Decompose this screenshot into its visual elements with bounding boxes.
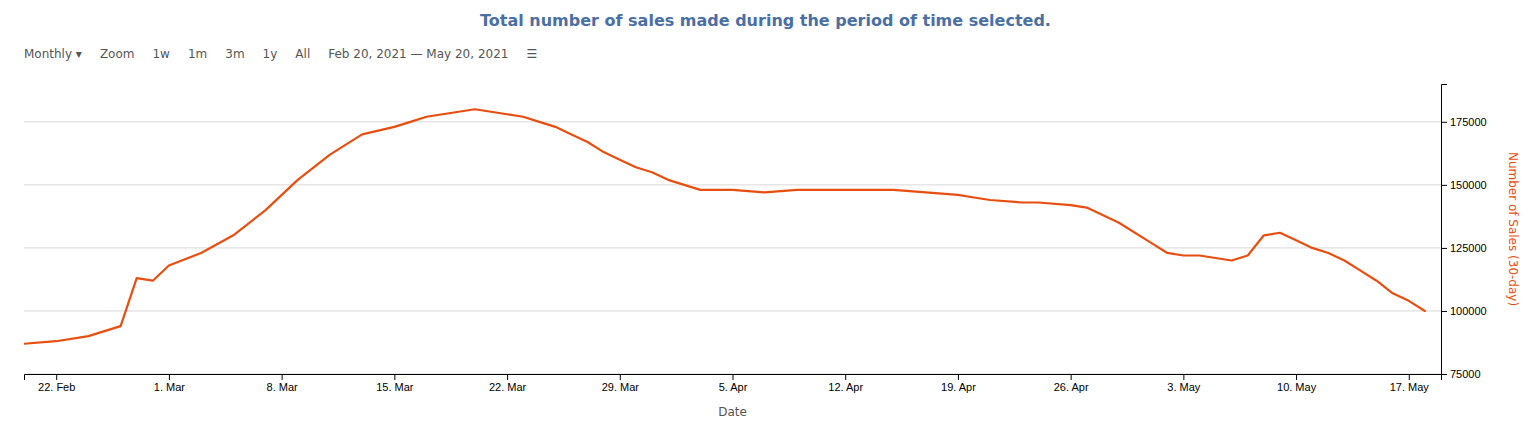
x-tick-label: 17. May [1390, 381, 1430, 393]
y-tick: 150000 [1441, 179, 1487, 191]
annotation: 1w [152, 47, 170, 61]
x-tick-mark [733, 374, 734, 380]
x-tick-label: 15. Mar [376, 381, 414, 393]
x-tick-label: 22. Feb [38, 381, 75, 393]
annotation: 1m [188, 47, 207, 61]
y-axis: 75000 100000 125000 150000 175000 [1441, 85, 1487, 381]
x-tick-mark [169, 374, 170, 380]
x-tick: 3. May [1167, 374, 1201, 393]
x-tick-label: 12. Apr [828, 381, 863, 393]
y-tick-mark [1441, 122, 1447, 123]
x-axis-line [25, 375, 1442, 381]
x-tick-mark [282, 374, 283, 380]
y-tick-mark [1441, 185, 1447, 186]
x-tick: 26. Apr [1054, 374, 1089, 393]
x-tick: 29. Mar [602, 374, 640, 393]
grid-line [24, 310, 1441, 311]
y-tick-label: 150000 [1450, 179, 1487, 191]
title: Total number of sales made during the pe… [480, 11, 1051, 30]
annotation: All [295, 47, 310, 61]
plot-area [24, 109, 1425, 344]
annotation: ☰ [526, 47, 537, 61]
x-tick-label: 10. May [1277, 381, 1317, 393]
y-tick: 100000 [1441, 305, 1487, 317]
x-tick: 22. Mar [489, 374, 527, 393]
annotation: 1y [263, 47, 278, 61]
grid-line [24, 121, 1441, 122]
toolbar: Monthly ▾ Zoom 1w 1m 3m 1y All Feb 20, 2021 — M… [24, 47, 537, 61]
x-tick-mark [394, 374, 395, 380]
x-tick-mark [56, 374, 57, 380]
x-tick: 8. Mar [267, 374, 299, 393]
x-tick-label: 8. Mar [267, 381, 299, 393]
y-tick-mark [1441, 374, 1447, 375]
x-tick-mark [1296, 374, 1297, 380]
x-tick: 5. Apr [719, 374, 748, 393]
x-tick-label: 1. Mar [154, 381, 186, 393]
y-tick-mark [1441, 311, 1447, 312]
y-tick: 125000 [1441, 242, 1487, 254]
y-tick: 175000 [1441, 116, 1487, 128]
line [24, 109, 1425, 344]
y-tick-label: 100000 [1450, 305, 1487, 317]
x-tick-mark [1071, 374, 1072, 380]
y-axis-title: Number of Sales (30-day) [1506, 152, 1520, 306]
grid-line [24, 184, 1441, 185]
x-tick-label: 5. Apr [719, 381, 748, 393]
y-tick-label: 75000 [1450, 368, 1481, 380]
annotation: Zoom [100, 47, 135, 61]
x-tick-mark [1409, 374, 1410, 380]
x-tick: 12. Apr [828, 374, 863, 393]
x-tick-mark [1183, 374, 1184, 380]
chart: Total number of sales made during the pe… [0, 0, 1531, 426]
x-tick-mark [845, 374, 846, 380]
y-tick-label: 175000 [1450, 116, 1487, 128]
x-axis-title: Date [718, 405, 747, 419]
y-tick: 75000 [1441, 368, 1481, 380]
grid-line [24, 247, 1441, 248]
x-axis: 22. Feb 1. Mar 8. Mar 15. Mar 22. Mar 29. Mar… [25, 374, 1442, 393]
grid [24, 122, 1441, 374]
annotation: 3m [225, 47, 244, 61]
annotation: Feb 20, 2021 — May 20, 2021 [328, 47, 508, 61]
x-tick: 15. Mar [376, 374, 414, 393]
y-tick-label: 125000 [1450, 242, 1487, 254]
annotation: Monthly ▾ [24, 47, 82, 61]
x-tick: 1. Mar [154, 374, 186, 393]
x-tick-mark [507, 374, 508, 380]
y-axis-line [1442, 85, 1448, 375]
y-tick-mark [1441, 248, 1447, 249]
x-tick-label: 29. Mar [602, 381, 640, 393]
x-tick-label: 3. May [1167, 381, 1201, 393]
x-tick-mark [620, 374, 621, 380]
x-tick-mark [958, 374, 959, 380]
x-tick-label: 22. Mar [489, 381, 527, 393]
x-tick-label: 19. Apr [941, 381, 976, 393]
x-tick: 17. May [1390, 374, 1430, 393]
x-tick: 22. Feb [38, 374, 75, 393]
x-tick-label: 26. Apr [1054, 381, 1089, 393]
x-tick: 19. Apr [941, 374, 976, 393]
x-tick: 10. May [1277, 374, 1317, 393]
